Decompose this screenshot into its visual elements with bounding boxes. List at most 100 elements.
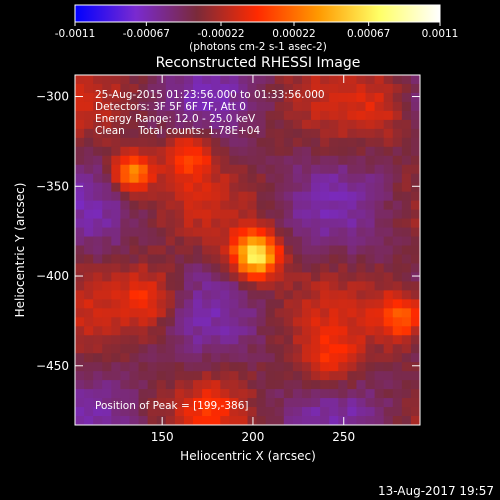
heatmap-cell xyxy=(311,290,321,300)
heatmap-cell xyxy=(356,362,367,372)
heatmap-cell xyxy=(292,263,303,273)
heatmap-cell xyxy=(75,371,85,381)
heatmap-cell xyxy=(320,182,330,193)
heatmap-cell xyxy=(174,407,185,417)
heatmap-cell xyxy=(292,380,303,390)
heatmap-cell xyxy=(311,317,321,327)
heatmap-cell xyxy=(410,416,420,425)
heatmap-cell xyxy=(320,227,330,238)
heatmap-cell xyxy=(338,371,348,381)
heatmap-cell xyxy=(420,210,430,219)
heatmap-cell xyxy=(211,236,221,247)
heatmap-cell xyxy=(374,92,385,103)
heatmap-cell xyxy=(274,75,285,85)
heatmap-cell xyxy=(120,75,130,85)
heatmap-cell xyxy=(202,335,212,345)
heatmap-cell xyxy=(401,398,412,408)
heatmap-cell xyxy=(320,263,330,273)
heatmap-cell xyxy=(347,209,357,220)
heatmap-cell xyxy=(75,218,85,229)
heatmap-cell xyxy=(356,92,367,103)
heatmap-cell xyxy=(156,209,167,220)
heatmap-cell xyxy=(102,263,112,273)
heatmap-cell xyxy=(84,299,94,309)
heatmap-cell xyxy=(274,83,285,94)
heatmap-cell xyxy=(338,362,348,372)
heatmap-cell xyxy=(410,119,420,130)
heatmap-cell xyxy=(229,344,239,354)
heatmap-cell xyxy=(256,227,267,238)
heatmap-cell xyxy=(329,317,339,327)
heatmap-cell xyxy=(84,281,94,291)
heatmap-cell xyxy=(365,110,376,121)
heatmap-cell xyxy=(383,236,394,247)
heatmap-cell xyxy=(320,389,330,399)
heatmap-cell xyxy=(138,119,149,130)
heatmap-cell xyxy=(256,254,267,264)
heatmap-cell xyxy=(211,281,221,291)
heatmap-cell xyxy=(193,290,203,300)
heatmap-cell xyxy=(211,218,221,229)
heatmap-cell xyxy=(410,308,420,318)
heatmap-cell xyxy=(183,209,194,220)
heatmap-cell xyxy=(283,245,294,255)
heatmap-cell xyxy=(183,281,194,291)
heatmap-cell xyxy=(156,236,167,247)
heatmap-cell xyxy=(265,416,276,425)
heatmap-cell xyxy=(274,371,285,381)
heatmap-cell xyxy=(211,290,221,300)
heatmap-cell xyxy=(75,425,85,434)
heatmap-cell xyxy=(129,398,140,408)
heatmap-cell xyxy=(410,353,420,363)
heatmap-cell xyxy=(256,101,267,112)
heatmap-cell xyxy=(156,416,167,425)
heatmap-cell xyxy=(283,182,294,193)
heatmap-cell xyxy=(238,83,248,94)
heatmap-cell xyxy=(365,362,376,372)
heatmap-cell xyxy=(329,308,339,318)
heatmap-cell xyxy=(120,83,130,94)
heatmap-cell xyxy=(338,245,348,255)
heatmap-cell xyxy=(202,317,212,327)
heatmap-cell xyxy=(365,173,376,184)
heatmap-cell xyxy=(93,317,103,327)
heatmap-cell xyxy=(374,362,385,372)
heatmap-cell xyxy=(256,209,267,220)
heatmap-cell xyxy=(329,380,339,390)
heatmap-cell xyxy=(174,335,185,345)
heatmap-cell xyxy=(220,254,230,264)
heatmap-cell xyxy=(374,389,385,399)
heatmap-cell xyxy=(229,335,239,345)
heatmap-cell xyxy=(274,227,285,238)
heatmap-cell xyxy=(174,209,185,220)
heatmap-cell xyxy=(284,425,294,434)
heatmap-cell xyxy=(392,236,403,247)
heatmap-cell xyxy=(84,425,94,434)
heatmap-cell xyxy=(410,182,420,193)
heatmap-cell xyxy=(256,110,267,121)
heatmap-cell xyxy=(356,227,367,238)
heatmap-cell xyxy=(256,200,267,211)
heatmap-cell xyxy=(202,155,212,166)
heatmap-cell xyxy=(401,371,412,381)
heatmap-cell xyxy=(111,83,121,94)
heatmap-cell xyxy=(111,173,121,184)
heatmap-cell xyxy=(329,200,339,211)
heatmap-cell xyxy=(356,398,367,408)
heatmap-cell xyxy=(111,290,121,300)
heatmap-cell xyxy=(129,299,140,309)
heatmap-cell xyxy=(147,344,158,354)
heatmap-cell xyxy=(365,146,376,157)
heatmap-cell xyxy=(247,299,258,309)
heatmap-cell xyxy=(183,191,194,202)
heatmap-cell xyxy=(238,155,248,166)
heatmap-cell xyxy=(338,236,348,247)
heatmap-cell xyxy=(410,146,420,157)
heatmap-cell xyxy=(220,110,230,121)
heatmap-cell xyxy=(147,407,158,417)
heatmap-cell xyxy=(156,128,167,139)
heatmap-cell xyxy=(338,290,348,300)
heatmap-cell xyxy=(329,236,339,247)
heatmap-cell xyxy=(84,83,94,94)
